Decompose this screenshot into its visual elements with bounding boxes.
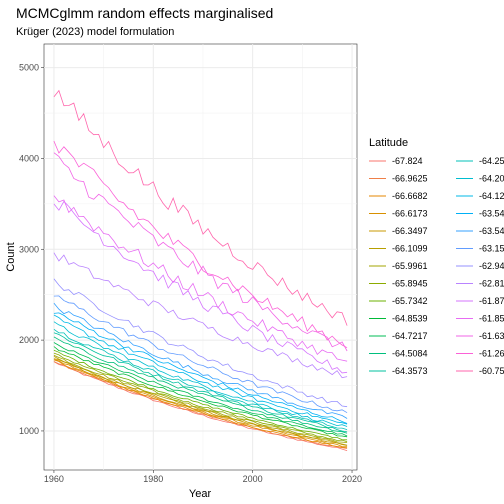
legend-label: -61.2625 — [479, 349, 504, 359]
legend-label: -63.1533 — [479, 244, 504, 254]
legend-label: -64.1259 — [479, 191, 504, 201]
legend-label: -61.8741 — [479, 296, 504, 306]
x-tick-label: 1980 — [143, 474, 163, 484]
y-axis-ticks: 1000 2000 3000 4000 5000 — [19, 63, 44, 436]
legend-label: -64.205 — [479, 174, 504, 184]
legend-label: -65.9961 — [392, 261, 428, 271]
legend-title: Latitude — [369, 137, 408, 149]
y-tick-label: 2000 — [19, 335, 39, 345]
y-tick-label: 4000 — [19, 153, 39, 163]
legend-label: -66.6682 — [392, 191, 428, 201]
plot-background — [44, 44, 357, 470]
legend-label: -65.8945 — [392, 279, 428, 289]
legend-label: -64.7217 — [392, 331, 428, 341]
legend-label: -62.8185 — [479, 279, 504, 289]
chart-title: MCMCglmm random effects marginalised — [16, 5, 273, 21]
legend-label: -62.9411 — [479, 261, 504, 271]
x-tick-label: 1960 — [44, 474, 64, 484]
legend-label: -64.8539 — [392, 314, 428, 324]
plot-panel — [44, 44, 357, 470]
x-axis-ticks: 1960 1980 2000 2020 — [44, 470, 362, 484]
legend-label: -61.8525 — [479, 314, 504, 324]
legend-label: -60.7507 — [479, 366, 504, 376]
legend-label: -64.2577 — [479, 156, 504, 166]
legend-label: -64.3573 — [392, 366, 428, 376]
y-tick-label: 3000 — [19, 244, 39, 254]
legend-label: -66.3497 — [392, 226, 428, 236]
x-axis-title: Year — [189, 488, 212, 500]
legend-label: -64.5084 — [392, 349, 428, 359]
legend-label: -66.9625 — [392, 174, 428, 184]
legend: Latitude -67.824 -66.9625 -66.6682 -66.6173… — [369, 137, 504, 376]
legend-label: -66.6173 — [392, 209, 428, 219]
x-tick-label: 2020 — [342, 474, 362, 484]
y-axis-title: Count — [5, 242, 17, 271]
x-tick-label: 2000 — [243, 474, 263, 484]
chart-subtitle: Krüger (2023) model formulation — [16, 26, 174, 38]
legend-label: -67.824 — [392, 156, 423, 166]
y-tick-label: 1000 — [19, 426, 39, 436]
y-tick-label: 5000 — [19, 63, 39, 73]
legend-label: -61.6389 — [479, 331, 504, 341]
legend-label: -66.1099 — [392, 244, 428, 254]
legend-label: -63.5472 — [479, 209, 504, 219]
legend-label: -65.7342 — [392, 296, 428, 306]
legend-label: -63.5431 — [479, 226, 504, 236]
